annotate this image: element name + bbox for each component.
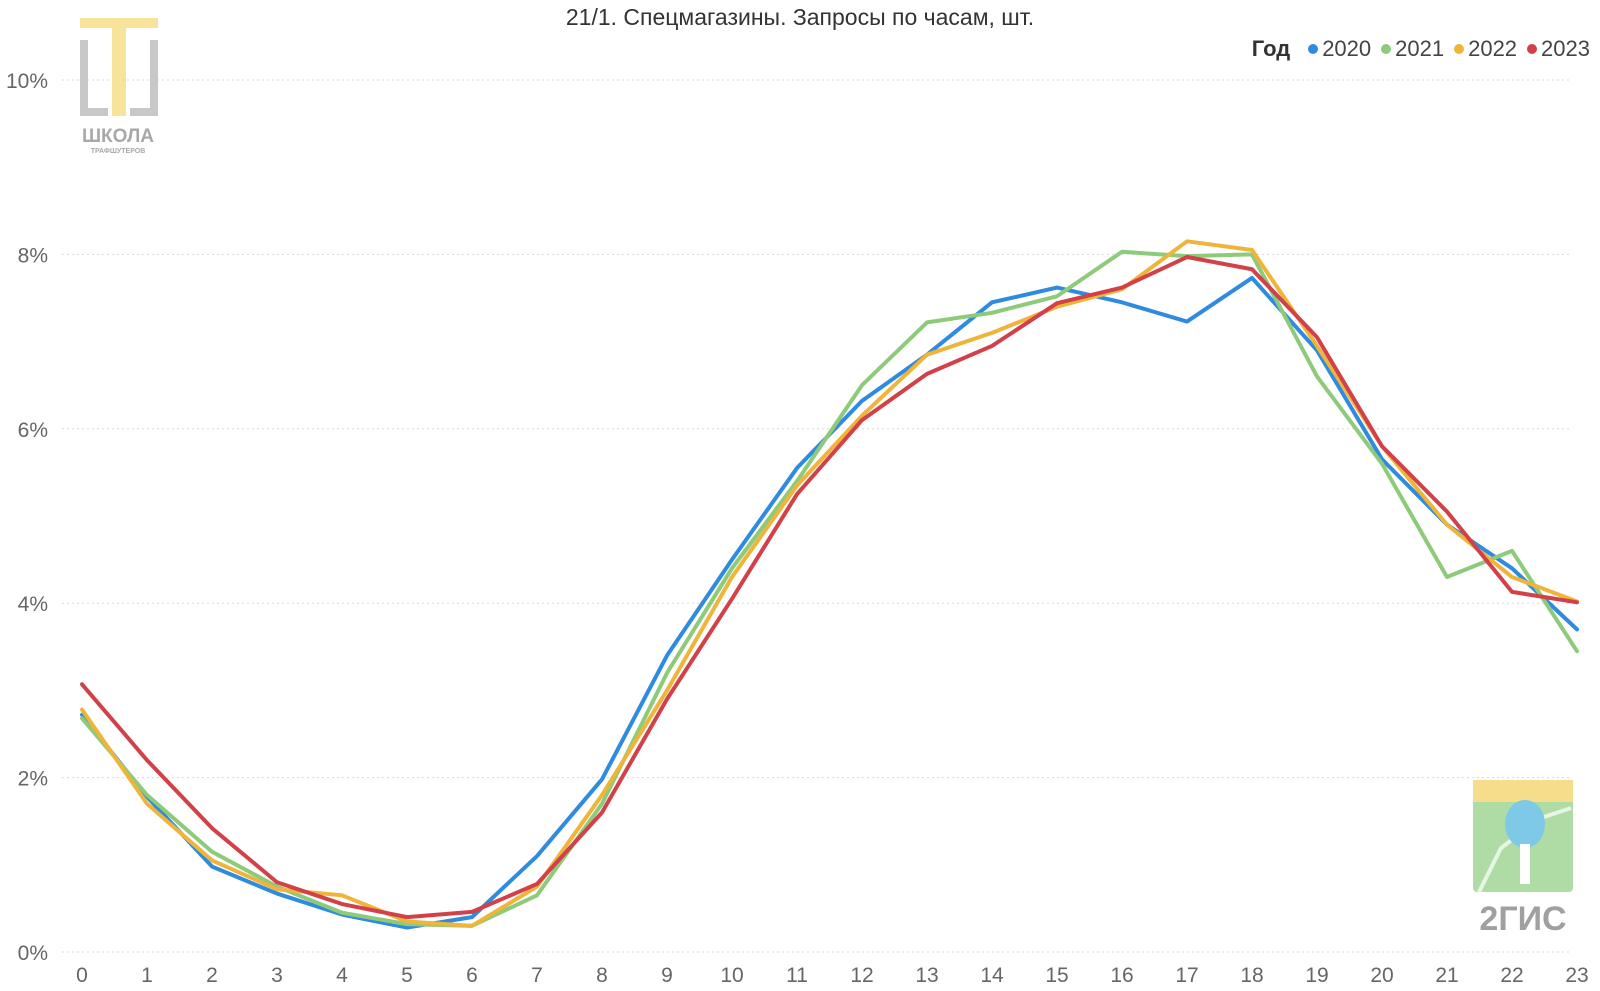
x-tick-label: 19 (1305, 964, 1328, 987)
x-tick-label: 7 (531, 964, 543, 987)
x-tick-label: 1 (141, 964, 153, 987)
x-tick-label: 10 (720, 964, 743, 987)
legend-item-2023[interactable]: 2023 (1527, 36, 1590, 62)
series-line-2023[interactable] (80, 255, 1579, 920)
x-tick-label: 8 (596, 964, 608, 987)
x-tick-label: 22 (1500, 964, 1523, 987)
x-tick-label: 11 (786, 964, 808, 987)
school-logo-text: ШКОЛА (82, 126, 154, 147)
x-tick-label: 2 (206, 964, 218, 987)
legend-item-2021[interactable]: 2021 (1381, 36, 1444, 62)
legend-dot-icon (1527, 44, 1538, 54)
x-tick-label: 3 (271, 964, 283, 987)
x-tick-label: 4 (336, 964, 348, 987)
y-tick-label: 6% (18, 419, 48, 442)
x-tick-label: 5 (401, 964, 413, 987)
y-tick-label: 10% (6, 70, 48, 93)
chart-title: 21/1. Спецмагазины. Запросы по часам, шт… (565, 4, 1035, 30)
x-tick-label: 16 (1110, 964, 1133, 987)
x-tick-label: 17 (1175, 964, 1198, 987)
school-logo-subtext: ТРАФШУТЕРОВ (91, 148, 146, 155)
series-line-2022[interactable] (80, 239, 1579, 928)
y-tick-label: 8% (18, 244, 48, 267)
2gis-logo-text: 2ГИС (1479, 900, 1566, 938)
series-line-2021[interactable] (80, 249, 1579, 928)
y-tick-label: 0% (18, 942, 48, 965)
legend-item-2022[interactable]: 2022 (1454, 36, 1517, 62)
legend-label: 2020 (1322, 36, 1372, 61)
x-tick-label: 0 (76, 964, 88, 987)
x-tick-label: 14 (980, 964, 1004, 987)
legend-dot-icon (1381, 44, 1392, 54)
y-tick-label: 4% (18, 593, 48, 616)
legend: Год 2020 2021 2022 2023 (1252, 36, 1590, 62)
y-tick-label: 2% (18, 768, 48, 791)
legend-label: 2023 (1541, 36, 1590, 61)
school-logo: ШКОЛА ТРАФШУТЕРОВ (80, 18, 158, 155)
legend-item-2020[interactable]: 2020 (1308, 36, 1371, 62)
legend-dot-icon (1308, 44, 1319, 54)
legend-label: 2022 (1468, 36, 1518, 61)
x-tick-label: 21 (1435, 964, 1458, 987)
x-tick-label: 15 (1045, 964, 1068, 987)
2gis-logo: 2ГИС (1473, 780, 1573, 938)
x-tick-label: 18 (1240, 964, 1263, 987)
x-tick-label: 23 (1565, 964, 1588, 987)
x-tick-label: 6 (466, 964, 478, 987)
x-tick-label: 13 (915, 964, 938, 987)
legend-label: 2021 (1395, 36, 1445, 61)
legend-title: Год (1251, 36, 1291, 61)
legend-dot-icon (1454, 44, 1465, 54)
x-tick-label: 12 (850, 964, 873, 987)
x-tick-label: 20 (1370, 964, 1393, 987)
x-tick-label: 9 (661, 964, 673, 987)
